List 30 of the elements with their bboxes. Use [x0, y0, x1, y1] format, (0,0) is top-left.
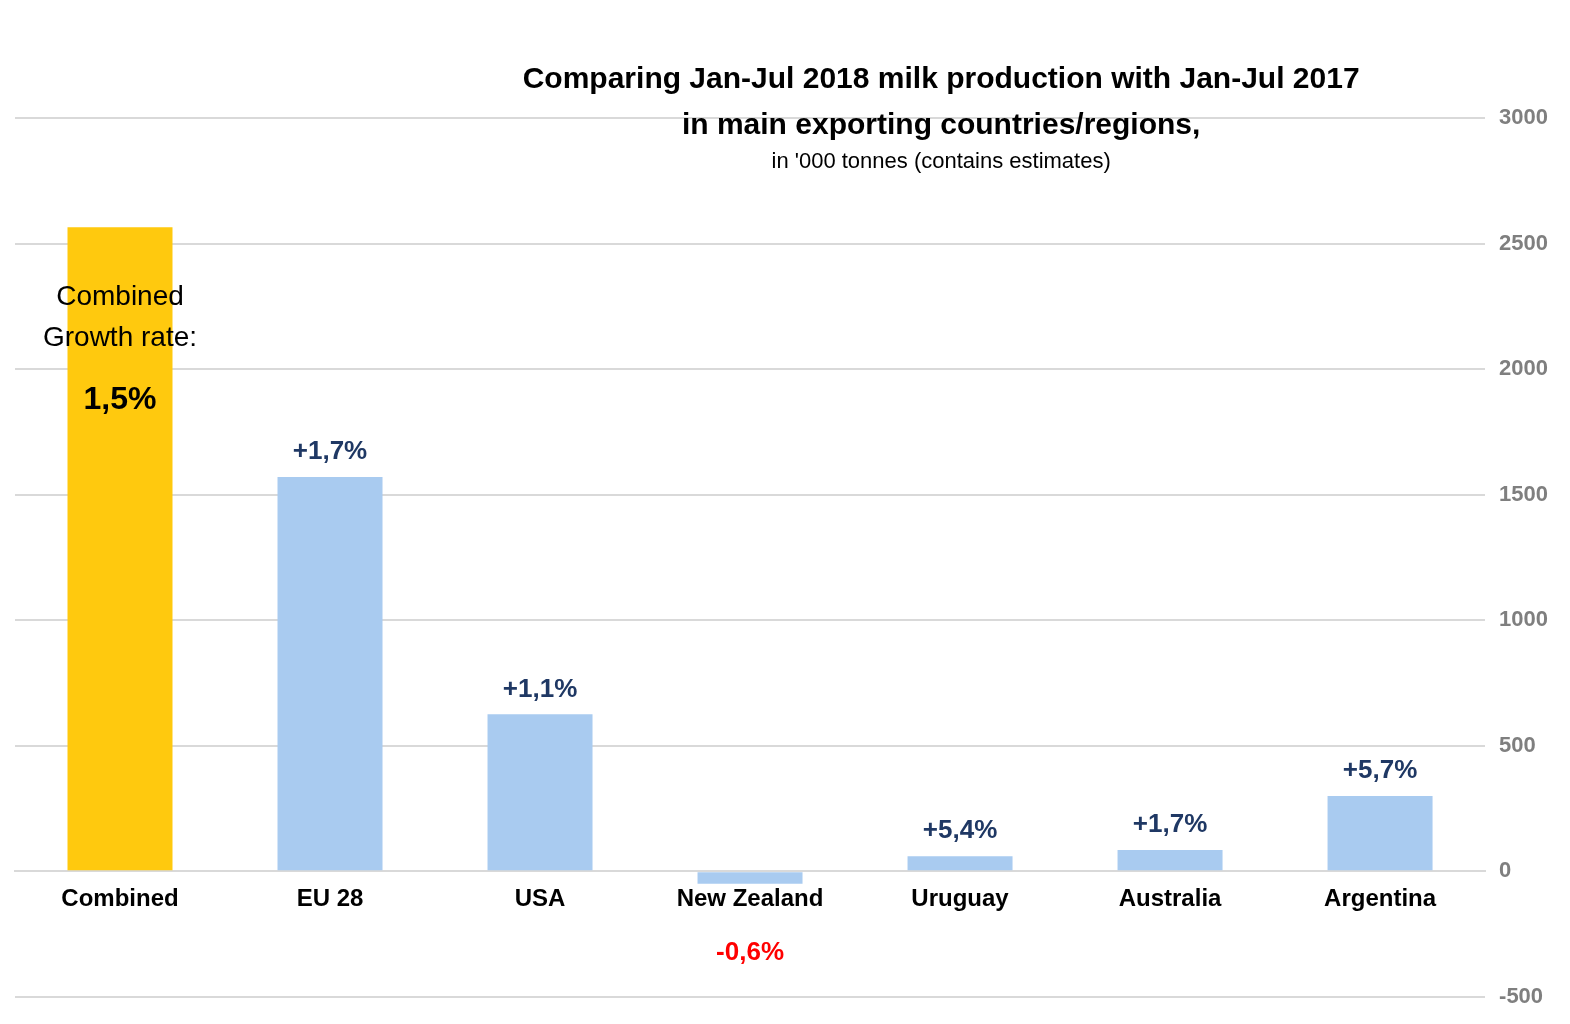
x-tick-label: Argentina [1324, 884, 1437, 912]
x-tick-label: New Zealand [676, 884, 824, 912]
bar [1327, 795, 1433, 871]
x-tick-label: Australia [1118, 884, 1223, 912]
y-tick-label: 500 [1499, 731, 1536, 757]
x-tick-label: EU 28 [296, 884, 364, 912]
x-tick-label: Combined [61, 884, 179, 912]
annotation: +5,4% [922, 814, 998, 845]
y-tick-label: 3000 [1499, 104, 1549, 130]
y-tick-label: -500 [1499, 982, 1544, 1008]
y-tick-label: 2000 [1499, 355, 1549, 381]
bar [907, 856, 1013, 871]
y-tick-label: 2500 [1499, 229, 1549, 255]
annotation: 1,5% [83, 379, 157, 416]
y-tick-label: 1000 [1499, 606, 1549, 632]
annotation: +1,7% [1132, 808, 1208, 839]
bar [487, 714, 593, 871]
annotation: +1,1% [502, 672, 578, 703]
bar [277, 477, 383, 871]
y-tick-label: 0 [1499, 857, 1512, 883]
text: in '000 tonnes (contains estimates) [771, 148, 1111, 173]
chart-title: Comparing Jan-Jul 2018 milk production with Jan-Jul 2017 in main exporting countries/regions, [522, 61, 1360, 140]
bar [697, 872, 803, 884]
x-tick-label: Uruguay [911, 884, 1010, 912]
y-tick-label: 1500 [1499, 480, 1549, 506]
x-tick-label: USA [514, 884, 566, 912]
bar [1117, 849, 1223, 871]
annotation: +5,7% [1342, 754, 1418, 785]
annotation: -0,6% [716, 936, 784, 967]
annotation: +1,7% [292, 435, 368, 466]
